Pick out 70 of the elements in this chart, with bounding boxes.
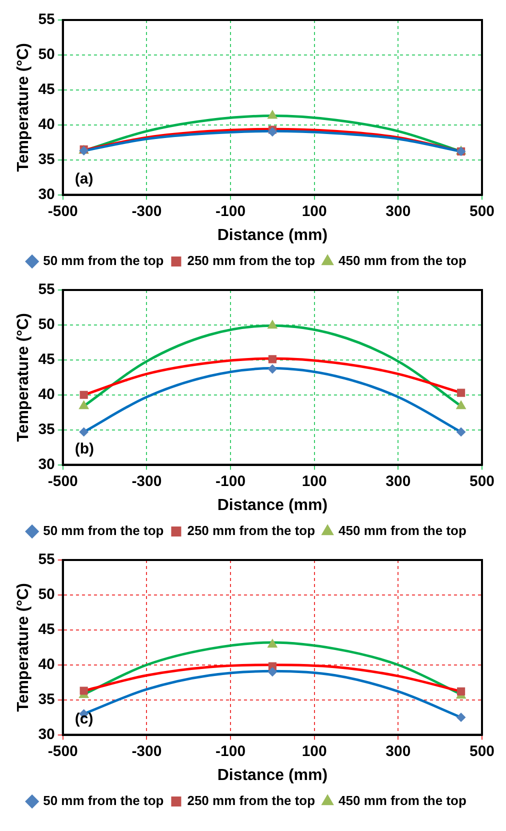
- y-tick-label: 45: [38, 351, 55, 368]
- point: [457, 687, 466, 696]
- x-tick-label: 100: [302, 472, 327, 490]
- point: [268, 639, 278, 648]
- x-axis-title: Distance (mm): [217, 766, 328, 784]
- y-tick-label: 50: [38, 46, 55, 64]
- point: [456, 400, 466, 410]
- y-tick-label: 30: [38, 186, 55, 203]
- y-tick-label: 40: [38, 386, 55, 404]
- x-tick-label: 500: [469, 742, 495, 760]
- x-tick-label: -500: [48, 742, 78, 760]
- point: [79, 427, 88, 436]
- x-tick-label: -300: [132, 742, 162, 760]
- point: [268, 110, 278, 119]
- point: [80, 686, 88, 695]
- x-axis-title: Distance (mm): [217, 496, 328, 514]
- y-tick-label: 30: [38, 456, 55, 473]
- legend-label: 250 mm from the top: [187, 793, 316, 808]
- point: [268, 667, 277, 676]
- legend-label: 250 mm from the top: [187, 253, 316, 268]
- y-tick-label: 40: [38, 116, 55, 134]
- legend-label: 450 mm from the top: [338, 523, 466, 538]
- y-tick-label: 55: [38, 11, 55, 28]
- x-tick-label: 100: [302, 742, 327, 760]
- y-axis-title: Temperature (°C): [15, 313, 32, 442]
- y-tick-label: 50: [38, 316, 55, 334]
- y-tick-label: 40: [38, 656, 55, 674]
- x-tick-label: 300: [386, 742, 411, 760]
- y-axis-title: Temperature (°C): [15, 583, 32, 712]
- x-axis-title: Distance (mm): [217, 226, 328, 244]
- point: [268, 364, 277, 374]
- x-tick-label: 500: [469, 472, 495, 490]
- y-axis-title: Temperature (°C): [15, 43, 32, 172]
- x-tick-label: -500: [48, 472, 78, 490]
- x-tick-label: -300: [132, 472, 162, 490]
- point: [268, 320, 278, 329]
- y-tick-label: 55: [38, 281, 55, 298]
- point: [79, 400, 89, 410]
- legend-label: 50 mm from the top: [43, 793, 164, 808]
- x-tick-label: -500: [48, 202, 78, 220]
- y-tick-label: 35: [38, 150, 55, 168]
- x-tick-label: 500: [469, 202, 495, 220]
- x-tick-label: 300: [386, 202, 411, 220]
- y-tick-label: 45: [38, 621, 55, 638]
- y-tick-label: 30: [38, 726, 55, 743]
- point: [80, 390, 88, 399]
- legend-label: 50 mm from the top: [43, 523, 164, 538]
- annotation: (c): [74, 710, 94, 728]
- x-tick-label: -300: [132, 202, 162, 220]
- legend-label: 250 mm from the top: [187, 523, 316, 538]
- legend-label: 450 mm from the top: [338, 793, 466, 808]
- x-tick-label: -100: [216, 742, 246, 760]
- point: [268, 127, 277, 136]
- legend-label: 50 mm from the top: [43, 253, 164, 268]
- legend-label: 450 mm from the top: [338, 253, 466, 268]
- x-tick-label: 300: [386, 472, 411, 490]
- y-tick-label: 50: [38, 586, 55, 604]
- y-tick-label: 55: [38, 551, 55, 568]
- annotation: (b): [74, 440, 94, 458]
- point: [456, 427, 466, 436]
- annotation: (a): [74, 170, 94, 188]
- y-tick-label: 45: [38, 81, 55, 98]
- x-tick-label: -100: [216, 472, 246, 490]
- point: [456, 712, 466, 722]
- x-tick-label: -100: [216, 202, 246, 220]
- y-tick-label: 35: [38, 690, 55, 708]
- y-tick-label: 35: [38, 420, 55, 438]
- point: [268, 355, 276, 364]
- point: [457, 388, 466, 397]
- x-tick-label: 100: [302, 202, 327, 220]
